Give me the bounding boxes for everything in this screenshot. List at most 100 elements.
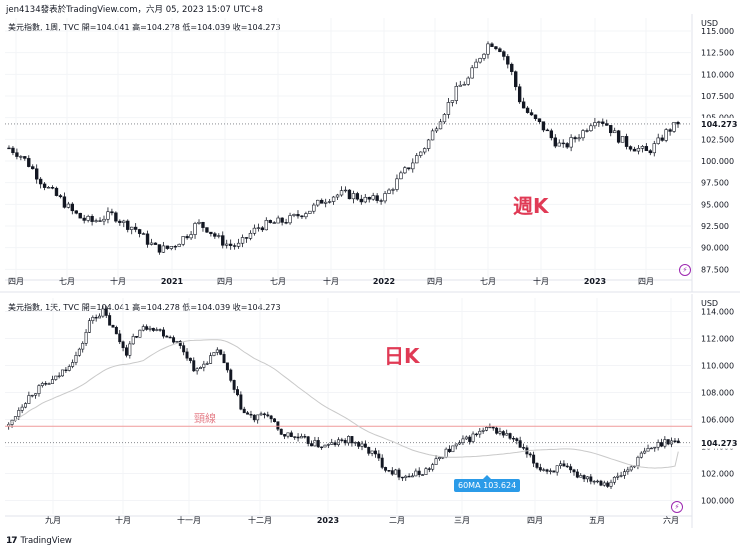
candle-body <box>165 335 169 338</box>
candle-body <box>185 351 189 359</box>
candle-body <box>316 440 320 448</box>
candle-body <box>259 413 263 416</box>
candle-body <box>205 363 209 365</box>
footer-brand: TradingView <box>20 536 72 546</box>
candle-body <box>502 51 506 57</box>
candle-body <box>581 130 585 139</box>
candle-body <box>141 326 145 331</box>
candle-body <box>232 380 236 390</box>
candle-body <box>421 474 425 476</box>
candle-body <box>514 71 518 88</box>
candle-body <box>104 308 108 316</box>
x-tick-1-2: 十一月 <box>177 515 201 525</box>
candle-body <box>7 147 11 150</box>
candle-body <box>50 187 55 189</box>
moving-average-line <box>8 339 679 469</box>
candle-body <box>397 469 401 478</box>
candle-body <box>616 475 620 478</box>
candle-body <box>121 341 125 349</box>
candle-body <box>20 406 24 411</box>
candle-body <box>34 393 38 396</box>
candle-body <box>310 443 314 447</box>
candle-body <box>478 430 482 435</box>
candle-body <box>495 427 499 434</box>
candle-body <box>673 440 677 442</box>
candle-body <box>561 142 565 145</box>
candle-body <box>538 467 542 471</box>
candle-body <box>652 143 656 154</box>
candle-body <box>367 196 371 200</box>
candle-body <box>548 470 552 472</box>
candle-body <box>367 447 371 454</box>
candle-body <box>602 482 606 486</box>
candle-body <box>182 345 186 353</box>
y-tick-1-4: 108.000 <box>701 389 734 398</box>
candle-body <box>131 336 135 345</box>
candle-body <box>213 233 217 237</box>
candle-body <box>269 415 273 420</box>
candle-body <box>177 243 181 247</box>
candle-body <box>441 457 445 459</box>
candle-body <box>126 220 130 230</box>
candle-body <box>485 427 488 431</box>
y-tick-0-11: 115.000 <box>701 27 734 36</box>
candle-body <box>219 349 223 355</box>
x-tick-0-2: 十月 <box>110 276 126 286</box>
candle-body <box>46 187 51 189</box>
candle-body <box>252 414 256 421</box>
candle-body <box>124 347 128 356</box>
candle-body <box>649 447 653 450</box>
candle-body <box>643 450 647 454</box>
candle-body <box>161 245 166 253</box>
candle-body <box>244 237 249 239</box>
candle-body <box>529 112 534 116</box>
last-price-tag-bg-1 <box>694 436 738 449</box>
candle-body <box>335 194 340 198</box>
candle-body <box>414 470 418 477</box>
candle-body <box>391 189 395 191</box>
candle-body <box>549 130 554 139</box>
candle-body <box>596 480 600 483</box>
candle-body <box>268 220 272 223</box>
candle-body <box>438 121 443 130</box>
candle-body <box>585 476 589 480</box>
candle-body <box>557 142 561 147</box>
candle-body <box>151 327 155 331</box>
candle-body <box>446 102 451 115</box>
candle-body <box>260 227 265 231</box>
candle-body <box>490 43 494 47</box>
candle-body <box>562 463 566 467</box>
candle-body <box>273 418 276 422</box>
x-tick-0-10: 十月 <box>533 276 549 286</box>
weekly-lightning-icon[interactable]: ⚡ <box>679 264 691 276</box>
daily-lightning-icon[interactable]: ⚡ <box>671 501 683 513</box>
candle-body <box>189 234 193 239</box>
candle-body <box>280 217 284 223</box>
x-tick-0-6: 十月 <box>323 276 339 286</box>
candle-body <box>228 243 233 246</box>
candle-body <box>94 317 98 319</box>
candle-body <box>128 343 132 356</box>
candle-body <box>54 187 59 196</box>
candle-body <box>458 442 462 445</box>
candle-body <box>74 210 78 214</box>
candle-body <box>264 220 268 231</box>
candle-body <box>663 439 667 447</box>
candle-body <box>448 448 451 453</box>
x-tick-0-7: 2022 <box>373 277 395 286</box>
candle-body <box>656 442 660 448</box>
candle-body <box>454 85 459 101</box>
candle-body <box>286 432 290 437</box>
y-tick-0-9: 110.000 <box>701 70 734 79</box>
y-tick-0-1: 90.000 <box>701 244 729 253</box>
candle-body <box>64 369 68 372</box>
candle-body <box>415 155 419 164</box>
candle-body <box>488 426 492 429</box>
candle-body <box>37 385 41 394</box>
candle-body <box>313 440 317 447</box>
candle-body <box>639 452 643 458</box>
candle-body <box>451 445 455 453</box>
candle-body <box>535 462 539 468</box>
candle-body <box>94 220 98 222</box>
